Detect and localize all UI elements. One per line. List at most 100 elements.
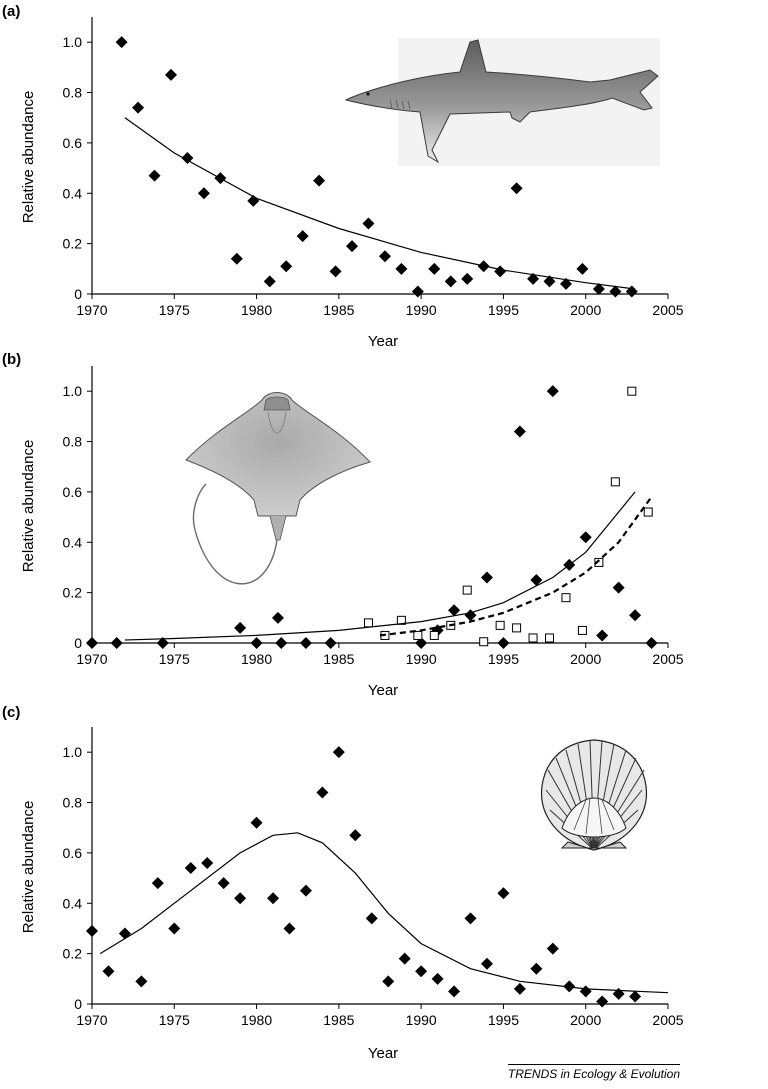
data-point-diamond bbox=[625, 285, 638, 298]
fitted-curve-solid bbox=[124, 491, 636, 641]
panel-label: (a) bbox=[2, 3, 20, 20]
y-tick-label: 1.0 bbox=[63, 383, 83, 399]
y-tick-label: 0.2 bbox=[63, 946, 83, 962]
data-point-diamond bbox=[280, 260, 293, 273]
x-tick-label: 2000 bbox=[570, 651, 601, 667]
ray-icon bbox=[185, 392, 371, 585]
data-point-diamond bbox=[546, 942, 559, 955]
fitted-curve-solid bbox=[124, 117, 636, 290]
data-point-diamond bbox=[612, 581, 625, 594]
data-point-diamond bbox=[415, 637, 428, 649]
data-point-diamond bbox=[461, 272, 474, 285]
y-tick-label: 1.0 bbox=[63, 744, 83, 760]
data-point-diamond bbox=[332, 746, 345, 759]
x-tick-label: 1975 bbox=[159, 651, 190, 667]
scallop-shell-icon bbox=[540, 739, 648, 851]
data-point-diamond bbox=[316, 786, 329, 799]
data-point-square bbox=[479, 637, 489, 647]
x-tick-label: 1985 bbox=[323, 1012, 354, 1028]
data-point-diamond bbox=[480, 957, 493, 970]
x-tick-label: 1970 bbox=[76, 1012, 107, 1028]
data-point-diamond bbox=[217, 877, 230, 890]
x-tick-label: 1990 bbox=[406, 302, 437, 318]
x-tick-label: 1970 bbox=[76, 302, 107, 318]
y-tick-label: 0.4 bbox=[63, 185, 83, 201]
data-point-diamond bbox=[201, 856, 214, 869]
data-point-diamond bbox=[263, 275, 276, 288]
data-point-diamond bbox=[609, 285, 622, 298]
data-point-diamond bbox=[497, 887, 510, 900]
data-point-square bbox=[363, 618, 373, 628]
x-tick-label: 1975 bbox=[159, 302, 190, 318]
x-tick-label: 1980 bbox=[241, 1012, 272, 1028]
data-point-diamond bbox=[378, 250, 391, 263]
data-point-diamond bbox=[168, 922, 181, 935]
data-point-square bbox=[627, 386, 637, 396]
data-point-diamond bbox=[592, 282, 605, 295]
y-tick-label: 0.8 bbox=[63, 795, 83, 811]
y-axis-title: Relative abundance bbox=[20, 440, 37, 573]
chart-panel-c: (c) Relative abundance Year 1970 1975 1980… bbox=[2, 704, 684, 1062]
data-point-diamond bbox=[431, 972, 444, 985]
data-point-diamond bbox=[283, 922, 296, 935]
data-point-diamond bbox=[596, 629, 609, 642]
data-point-square bbox=[429, 630, 439, 640]
y-tick-label: 1.0 bbox=[63, 34, 83, 50]
data-point-diamond bbox=[151, 877, 164, 890]
x-axis-title: Year bbox=[368, 682, 398, 699]
data-point-square bbox=[495, 620, 505, 630]
fitted-curve-dashed bbox=[379, 496, 653, 637]
data-point-square bbox=[396, 615, 406, 625]
y-tick-label: 0.2 bbox=[63, 585, 83, 601]
data-point-square bbox=[610, 477, 620, 487]
x-tick-label: 1970 bbox=[76, 651, 107, 667]
data-point-diamond bbox=[543, 275, 556, 288]
shark-icon bbox=[344, 38, 660, 166]
data-point-diamond bbox=[156, 637, 169, 649]
x-tick-label: 1975 bbox=[159, 1012, 190, 1028]
data-point-diamond bbox=[110, 637, 123, 649]
journal-credit: TRENDS in Ecology & Evolution bbox=[507, 1064, 680, 1081]
data-point-diamond bbox=[349, 829, 362, 842]
data-point-diamond bbox=[86, 637, 98, 649]
data-point-diamond bbox=[148, 169, 161, 182]
y-tick-label: 0.8 bbox=[63, 85, 83, 101]
data-point-diamond bbox=[546, 385, 559, 398]
data-point-diamond bbox=[494, 265, 507, 278]
x-tick-label: 1990 bbox=[406, 1012, 437, 1028]
data-point-diamond bbox=[115, 36, 128, 49]
data-point-diamond bbox=[184, 862, 197, 875]
data-point-square bbox=[643, 507, 653, 517]
data-point-diamond bbox=[102, 965, 115, 978]
y-tick-label: 0.4 bbox=[63, 534, 83, 550]
data-point-diamond bbox=[267, 892, 280, 905]
data-point-diamond bbox=[362, 217, 375, 230]
data-point-diamond bbox=[415, 965, 428, 978]
data-point-diamond bbox=[629, 609, 642, 622]
data-point-diamond bbox=[527, 272, 540, 285]
data-point-diamond bbox=[296, 230, 309, 243]
x-tick-label: 2000 bbox=[570, 302, 601, 318]
data-point-diamond bbox=[181, 152, 194, 165]
data-point-diamond bbox=[629, 990, 642, 1003]
data-point-diamond bbox=[197, 187, 210, 200]
x-tick-label: 2005 bbox=[652, 302, 683, 318]
x-tick-label: 1995 bbox=[488, 1012, 519, 1028]
data-point-diamond bbox=[329, 265, 342, 278]
y-tick-label: 0.2 bbox=[63, 236, 83, 252]
data-point-square bbox=[528, 633, 538, 643]
data-point-diamond bbox=[513, 982, 526, 995]
data-point-diamond bbox=[576, 262, 589, 275]
y-axis-title: Relative abundance bbox=[20, 801, 37, 934]
data-point-square bbox=[512, 623, 522, 633]
data-point-diamond bbox=[324, 637, 337, 649]
data-point-diamond bbox=[271, 611, 284, 624]
data-point-diamond bbox=[579, 985, 592, 998]
y-tick-label: 0.6 bbox=[63, 484, 83, 500]
data-point-diamond bbox=[234, 892, 247, 905]
y-tick-label: 0 bbox=[74, 996, 82, 1012]
x-tick-label: 1980 bbox=[241, 651, 272, 667]
data-point-diamond bbox=[464, 609, 477, 622]
data-point-diamond bbox=[275, 637, 288, 649]
